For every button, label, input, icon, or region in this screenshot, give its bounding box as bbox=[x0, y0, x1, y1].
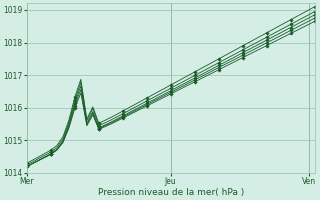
X-axis label: Pression niveau de la mer( hPa ): Pression niveau de la mer( hPa ) bbox=[98, 188, 244, 197]
